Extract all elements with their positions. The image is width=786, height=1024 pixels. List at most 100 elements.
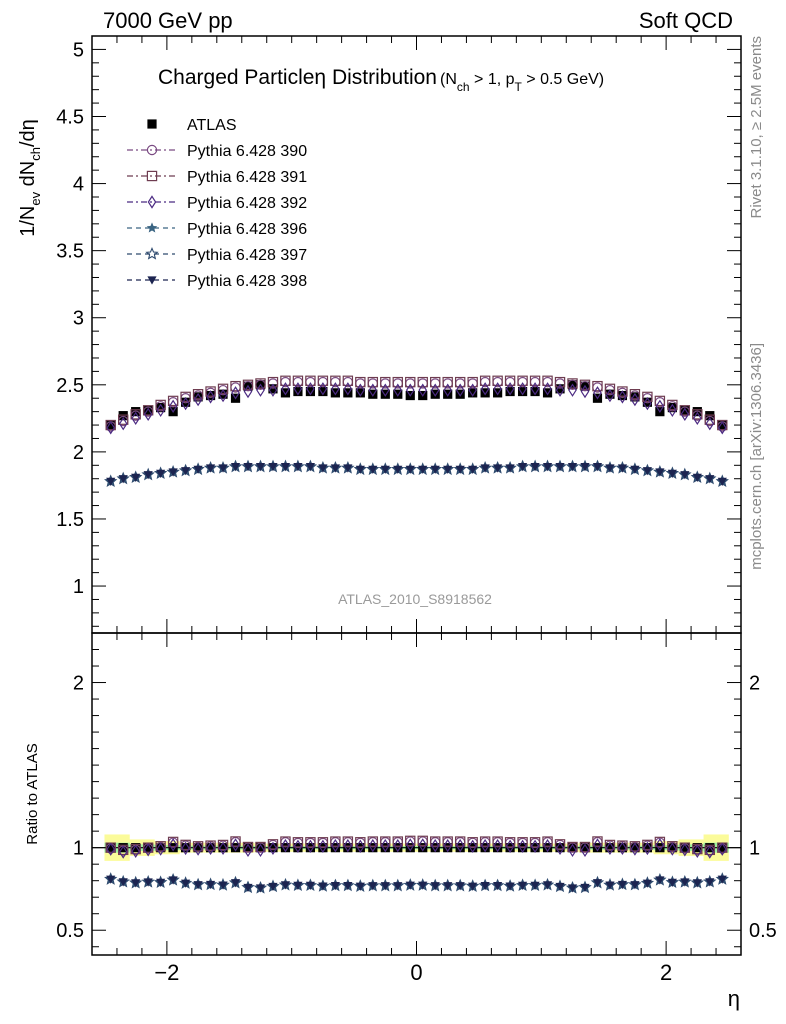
- ratio-point: [480, 843, 490, 853]
- ratio-point: [655, 838, 665, 852]
- ratio-point: [530, 839, 540, 854]
- data-point: [343, 382, 353, 396]
- data-point: [343, 464, 353, 473]
- data-point: [530, 463, 540, 472]
- ratio-point: [642, 879, 652, 888]
- data-point: [693, 411, 702, 426]
- data-point: [655, 399, 665, 413]
- data-point: [180, 391, 191, 403]
- ratio-point: [655, 876, 665, 885]
- data-point: [168, 468, 178, 477]
- tick-label: 1: [73, 838, 84, 860]
- data-point: [143, 407, 153, 422]
- ratio-point: [592, 843, 603, 853]
- ratio-point: [618, 841, 627, 856]
- data-point: [255, 378, 266, 389]
- ratio-point: [555, 882, 565, 892]
- data-point: [143, 471, 153, 480]
- data-point: [318, 386, 328, 397]
- data-point: [393, 383, 403, 397]
- data-point: [443, 383, 453, 397]
- ratio-point: [355, 837, 366, 848]
- data-point: [705, 475, 715, 484]
- ratio-point: [605, 881, 615, 890]
- data-point: [717, 420, 727, 430]
- data-point: [630, 392, 640, 407]
- data-point: [480, 388, 490, 398]
- data-point: [155, 399, 166, 411]
- ratio-point: [480, 838, 490, 853]
- legend: ATLAS Pythia 6.428 390 Pythia 6.428 391 …: [187, 117, 307, 290]
- ratio-point: [517, 837, 528, 848]
- data-point: [692, 473, 702, 482]
- legend-label-391: Pythia 6.428 391: [187, 169, 307, 186]
- data-point: [205, 386, 216, 397]
- ratio-point: [193, 881, 203, 890]
- ratio-point: [580, 843, 590, 853]
- ratio-point: [443, 882, 453, 891]
- data-point: [642, 391, 653, 403]
- ratio-point: [605, 841, 615, 856]
- tick-label: 0.5: [749, 920, 777, 942]
- data-point: [468, 388, 478, 398]
- legend-label-392: Pythia 6.428 392: [187, 195, 307, 212]
- axis-ticks: 1 1.5 2 2.5 3 3.5 4 4.5 5 0.5 0.5 1 1 2 2 −2 0 2: [56, 35, 777, 985]
- data-point: [393, 465, 403, 474]
- data-point: [367, 376, 379, 388]
- ratio-point: [230, 843, 241, 853]
- legend-label-390: Pythia 6.428 390: [187, 143, 307, 160]
- ratio-point: [281, 838, 290, 853]
- tick-label: 1: [749, 838, 760, 860]
- ratio-point: [343, 881, 353, 891]
- data-point: [692, 409, 703, 420]
- ratio-point: [667, 843, 677, 853]
- ratio-point: [418, 881, 428, 890]
- tick-label: 3.5: [56, 241, 84, 263]
- ratio-point: [306, 839, 315, 854]
- data-point: [318, 464, 328, 473]
- ratio-point: [668, 842, 677, 856]
- data-point: [368, 465, 378, 474]
- ratio-point: [529, 837, 541, 848]
- data-point: [643, 396, 652, 411]
- header-right: Soft QCD: [639, 8, 733, 33]
- data-point: [567, 463, 578, 472]
- data-point: [405, 383, 415, 397]
- data-point: [430, 376, 441, 388]
- data-point: [380, 389, 390, 399]
- ratio-point: [230, 836, 241, 847]
- ratio-point: [680, 843, 690, 853]
- data-point: [355, 388, 365, 398]
- data-point: [618, 390, 627, 404]
- data-point: [106, 421, 116, 435]
- ratio-point: [705, 845, 715, 859]
- ratio-point: [542, 881, 553, 890]
- data-point: [305, 386, 316, 397]
- tick-label: 0.5: [56, 920, 84, 942]
- legend-marker: [145, 246, 159, 260]
- data-point: [530, 382, 540, 396]
- ratio-point: [380, 843, 390, 853]
- ratio-point: [131, 843, 141, 853]
- ratio-point: [367, 836, 379, 847]
- ratio-point: [181, 841, 190, 856]
- data-point: [268, 384, 278, 394]
- ratio-point: [268, 843, 278, 853]
- main-y-axis-label: 1/Nev dNch/dη: [17, 119, 43, 237]
- rivet-version-label: Rivet 3.1.10, ≥ 2.5M events: [748, 36, 765, 219]
- ratio-point: [717, 875, 727, 884]
- data-point: [517, 386, 528, 397]
- ratio-point: [717, 843, 727, 853]
- data-point: [443, 465, 453, 474]
- ratio-point: [243, 843, 253, 858]
- ratio-point: [680, 843, 690, 857]
- ratio-point: [592, 879, 603, 888]
- ratio-point: [393, 882, 403, 891]
- tick-label: 2: [73, 673, 84, 695]
- ratio-point: [130, 843, 141, 855]
- data-point: [517, 463, 528, 472]
- ratio-point: [617, 880, 628, 890]
- ratio-point: [693, 844, 702, 858]
- ratio-point: [493, 881, 503, 891]
- ratio-point: [305, 881, 316, 891]
